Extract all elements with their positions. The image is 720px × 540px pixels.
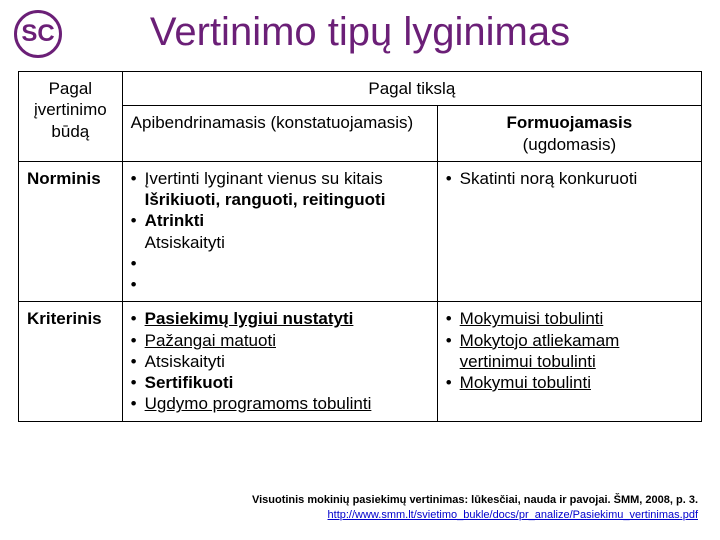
list-item: Pažangai matuoti — [145, 330, 429, 351]
row-label: Kriterinis — [19, 302, 123, 421]
subheader-left-text: Apibendrinamasis (konstatuojamasis) — [131, 113, 414, 132]
bullet-icon: • — [446, 308, 452, 329]
subheader-left: Apibendrinamasis (konstatuojamasis) — [122, 106, 437, 162]
row-label: Norminis — [19, 161, 123, 302]
table-row: Norminis• • ••Įvertinti lyginant vienus … — [19, 161, 702, 302]
comparison-table-wrap: Pagal įvertinimo būdą Pagal tikslą Apibe… — [18, 71, 702, 422]
header-left: Pagal įvertinimo būdą — [19, 72, 123, 162]
footer-source: Visuotinis mokinių pasiekimų vertinimas:… — [252, 493, 698, 507]
list-item: Mokymui tobulinti — [460, 372, 693, 393]
subheader-right-line2: (ugdomasis) — [523, 135, 617, 154]
header-top: Pagal tikslą — [122, 72, 701, 106]
title-text: Vertinimo tipų lyginimas — [150, 10, 570, 54]
list-item: Pasiekimų lygiui nustatyti — [145, 308, 429, 329]
subheader-right: Formuojamasis (ugdomasis) — [437, 106, 701, 162]
header-left-text: Pagal įvertinimo būdą — [34, 79, 107, 141]
comparison-table: Pagal įvertinimo būdą Pagal tikslą Apibe… — [18, 71, 702, 422]
bullet-icon: • — [131, 274, 137, 295]
bullet-icon: • — [131, 210, 137, 231]
cell-right: •• •Mokymuisi tobulintiMokytojo atliekam… — [437, 302, 701, 421]
footer: Visuotinis mokinių pasiekimų vertinimas:… — [252, 493, 698, 522]
bullet-icon: • — [131, 168, 137, 189]
list-item: Atsiskaityti — [145, 232, 429, 253]
bullet-icon: • — [131, 351, 137, 372]
cell-right: • Skatinti norą konkuruoti — [437, 161, 701, 302]
subheader-right-line1: Formuojamasis — [507, 113, 633, 132]
list-item: Įvertinti lyginant vienus su kitais — [145, 168, 429, 189]
list-item: Skatinti norą konkuruoti — [460, 168, 693, 189]
page-title: Vertinimo tipų lyginimas — [0, 0, 720, 55]
bullet-icon: • — [131, 330, 137, 351]
list-item: Atrinkti — [145, 210, 429, 231]
list-item: Mokytojo atliekamam vertinimui tobulinti — [460, 330, 693, 373]
table-row: Kriterinis•••••Pasiekimų lygiui nustatyt… — [19, 302, 702, 421]
bullet-icon: • — [131, 393, 137, 414]
bullet-icon: • — [446, 330, 452, 351]
cell-left: • • ••Įvertinti lyginant vienus su kitai… — [122, 161, 437, 302]
list-item: Išrikiuoti, ranguoti, reitinguoti — [145, 189, 429, 210]
list-item: Atsiskaityti — [145, 351, 429, 372]
logo-text: SC — [21, 20, 54, 48]
header-top-text: Pagal tikslą — [368, 79, 455, 98]
cell-left: •••••Pasiekimų lygiui nustatytiPažangai … — [122, 302, 437, 421]
bullet-icon: • — [131, 253, 137, 274]
footer-link[interactable]: http://www.smm.lt/svietimo_bukle/docs/pr… — [328, 509, 698, 521]
logo-badge: SC — [14, 10, 62, 58]
bullet-icon: • — [446, 372, 452, 393]
bullet-icon: • — [131, 372, 137, 393]
bullet-icon: • — [446, 168, 452, 189]
list-item: Ugdymo programoms tobulinti — [145, 393, 429, 414]
list-item: Mokymuisi tobulinti — [460, 308, 693, 329]
list-item: Sertifikuoti — [145, 372, 429, 393]
bullet-icon: • — [131, 308, 137, 329]
